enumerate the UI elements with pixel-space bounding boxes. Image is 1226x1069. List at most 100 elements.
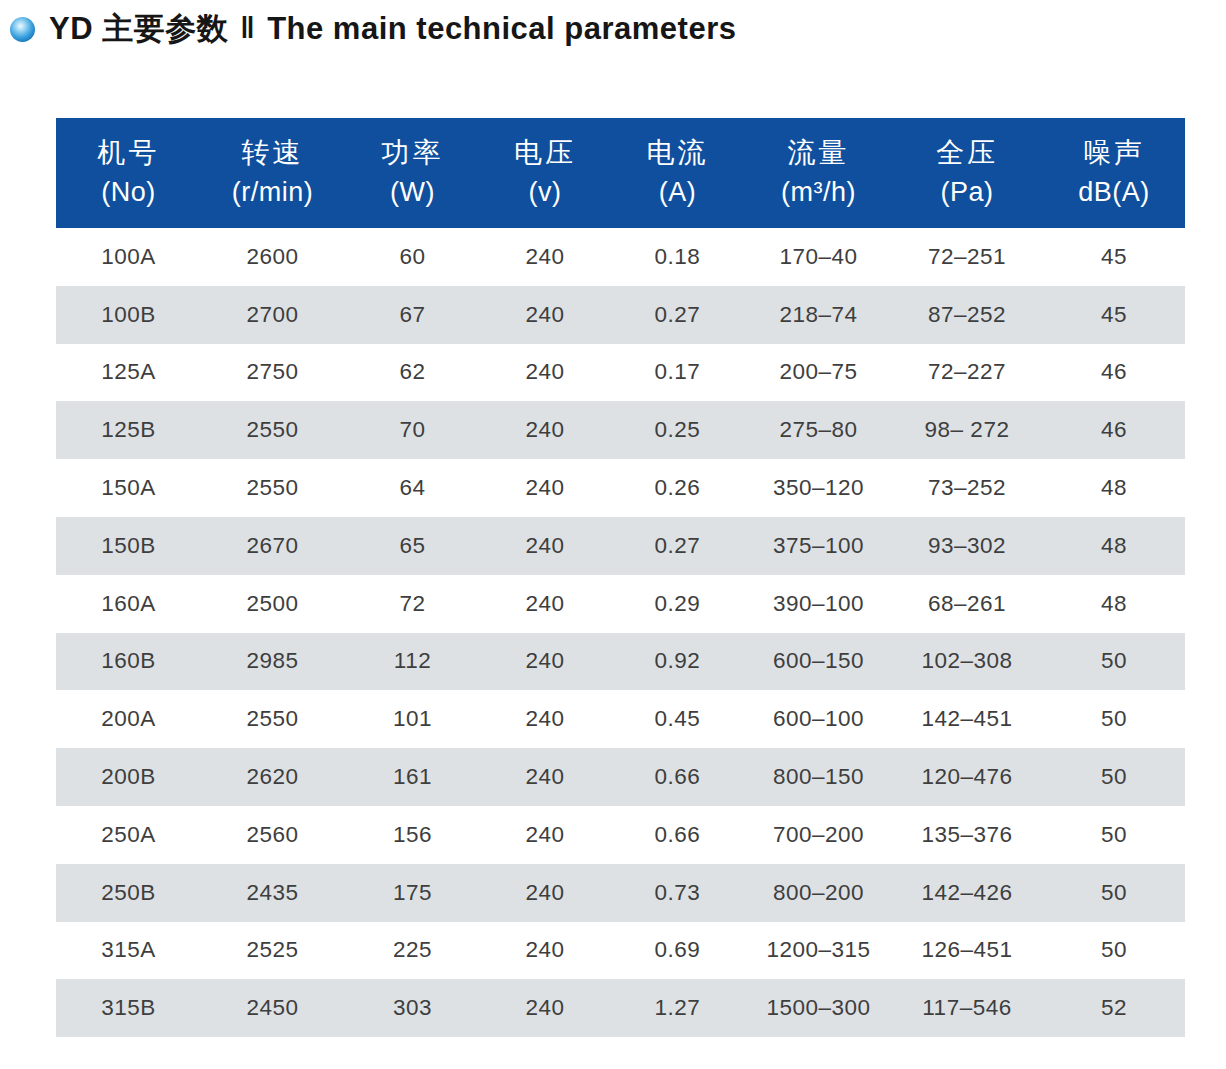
table-cell: 50	[1043, 806, 1185, 864]
table-cell: 800–150	[746, 748, 891, 806]
table-cell: 64	[344, 459, 481, 517]
table-cell: 2750	[201, 344, 344, 402]
table-cell: 0.18	[609, 228, 746, 286]
table-cell: 93–302	[891, 517, 1043, 575]
table-cell: 50	[1043, 922, 1185, 980]
table-cell: 240	[481, 459, 609, 517]
table-cell: 250B	[56, 864, 201, 922]
table-cell: 160B	[56, 633, 201, 691]
table-cell: 240	[481, 228, 609, 286]
table-cell: 240	[481, 517, 609, 575]
table-row: 200B26201612400.66800–150120–47650	[56, 748, 1185, 806]
table-cell: 200A	[56, 690, 201, 748]
table-cell: 117–546	[891, 979, 1043, 1037]
table-row: 315A25252252400.691200–315126–45150	[56, 922, 1185, 980]
table-cell: 46	[1043, 344, 1185, 402]
table-row: 160A2500722400.29390–10068–26148	[56, 575, 1185, 633]
table-row: 315B24503032401.271500–300117–54652	[56, 979, 1185, 1037]
catalog-page: YD 主要参数 ‖ The main technical parameters …	[0, 0, 1226, 1069]
table-cell: 2670	[201, 517, 344, 575]
table-cell: 2620	[201, 748, 344, 806]
table-cell: 65	[344, 517, 481, 575]
table-cell: 87–252	[891, 286, 1043, 344]
table-cell: 240	[481, 401, 609, 459]
table-cell: 2560	[201, 806, 344, 864]
page-title: YD 主要参数 ‖ The main technical parameters	[10, 8, 736, 50]
table-cell: 0.92	[609, 633, 746, 691]
column-header-power: 功率 (W)	[344, 118, 481, 228]
table-cell: 240	[481, 633, 609, 691]
table-cell: 303	[344, 979, 481, 1037]
table-cell: 240	[481, 748, 609, 806]
table-cell: 2550	[201, 459, 344, 517]
table-row: 125A2750622400.17200–7572–22746	[56, 344, 1185, 402]
table-cell: 225	[344, 922, 481, 980]
table-cell: 100A	[56, 228, 201, 286]
table-cell: 156	[344, 806, 481, 864]
table-cell: 390–100	[746, 575, 891, 633]
table-cell: 60	[344, 228, 481, 286]
table-cell: 2550	[201, 401, 344, 459]
table-cell: 150B	[56, 517, 201, 575]
table-cell: 218–74	[746, 286, 891, 344]
table-cell: 0.27	[609, 286, 746, 344]
column-header-airflow: 流量 (m³/h)	[746, 118, 891, 228]
table-cell: 240	[481, 575, 609, 633]
table-cell: 600–150	[746, 633, 891, 691]
table-cell: 250A	[56, 806, 201, 864]
table-cell: 175	[344, 864, 481, 922]
table-cell: 67	[344, 286, 481, 344]
table-cell: 102–308	[891, 633, 1043, 691]
column-header-voltage: 电压 (v)	[481, 118, 609, 228]
table-cell: 2550	[201, 690, 344, 748]
table-cell: 0.69	[609, 922, 746, 980]
table-cell: 135–376	[891, 806, 1043, 864]
table-row: 160B29851122400.92600–150102–30850	[56, 633, 1185, 691]
table-cell: 45	[1043, 286, 1185, 344]
table-cell: 48	[1043, 517, 1185, 575]
table-cell: 125A	[56, 344, 201, 402]
table-cell: 0.73	[609, 864, 746, 922]
table-cell: 200B	[56, 748, 201, 806]
table-cell: 275–80	[746, 401, 891, 459]
table-cell: 45	[1043, 228, 1185, 286]
table-cell: 2450	[201, 979, 344, 1037]
table-cell: 2435	[201, 864, 344, 922]
table-cell: 161	[344, 748, 481, 806]
table-cell: 48	[1043, 575, 1185, 633]
table-row: 100A2600602400.18170–4072–25145	[56, 228, 1185, 286]
table-cell: 160A	[56, 575, 201, 633]
table-cell: 50	[1043, 690, 1185, 748]
table-cell: 700–200	[746, 806, 891, 864]
table-cell: 240	[481, 979, 609, 1037]
table-cell: 72–227	[891, 344, 1043, 402]
table-row: 200A25501012400.45600–100142–45150	[56, 690, 1185, 748]
table-cell: 240	[481, 806, 609, 864]
table-cell: 50	[1043, 864, 1185, 922]
column-header-current: 电流 (A)	[609, 118, 746, 228]
column-header-noise: 噪声 dB(A)	[1043, 118, 1185, 228]
table-cell: 72	[344, 575, 481, 633]
table-cell: 125B	[56, 401, 201, 459]
table-cell: 70	[344, 401, 481, 459]
table-cell: 142–451	[891, 690, 1043, 748]
table-cell: 170–40	[746, 228, 891, 286]
table-cell: 0.66	[609, 806, 746, 864]
table-cell: 2700	[201, 286, 344, 344]
table-cell: 100B	[56, 286, 201, 344]
table-cell: 0.17	[609, 344, 746, 402]
table-cell: 350–120	[746, 459, 891, 517]
table-cell: 126–451	[891, 922, 1043, 980]
table-cell: 150A	[56, 459, 201, 517]
title-zh: YD 主要参数	[49, 8, 228, 50]
table-cell: 2525	[201, 922, 344, 980]
table-cell: 800–200	[746, 864, 891, 922]
blue-sphere-bullet-icon	[10, 17, 35, 42]
table-cell: 48	[1043, 459, 1185, 517]
table-cell: 1.27	[609, 979, 746, 1037]
table-cell: 375–100	[746, 517, 891, 575]
column-header-speed: 转速 (r/min)	[201, 118, 344, 228]
table-cell: 0.26	[609, 459, 746, 517]
table-cell: 240	[481, 864, 609, 922]
table-row: 125B2550702400.25275–8098– 27246	[56, 401, 1185, 459]
